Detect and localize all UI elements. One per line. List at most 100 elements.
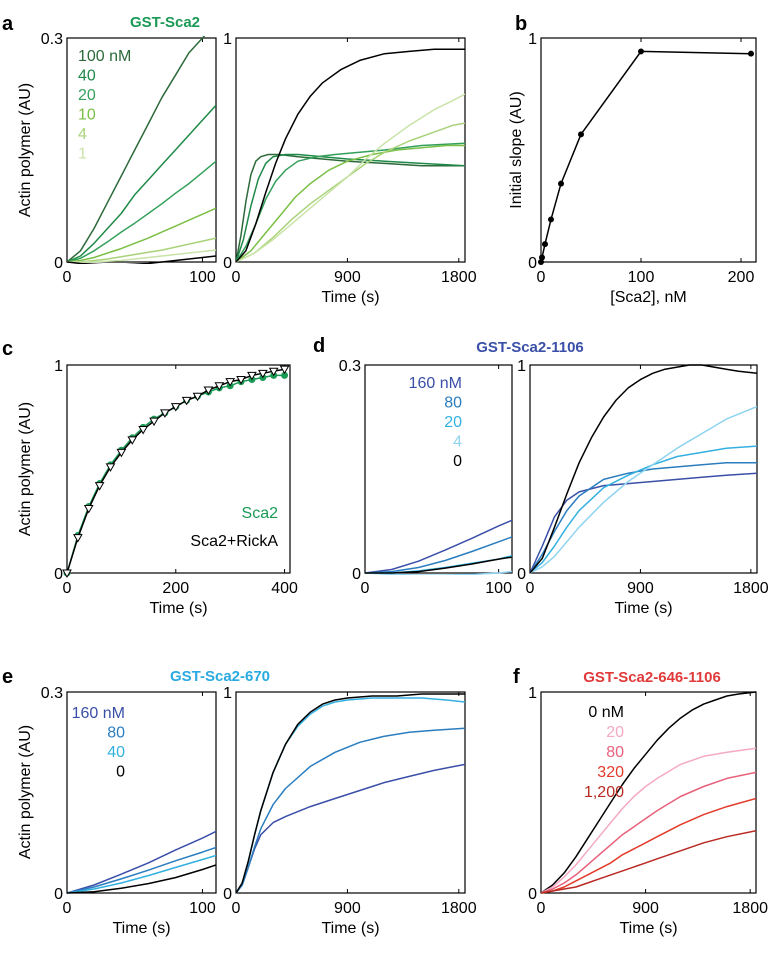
series-line	[236, 697, 465, 894]
legend-label: 0 nM	[588, 704, 624, 721]
legend-label: 40	[78, 68, 96, 85]
data-point	[236, 376, 246, 385]
y-tick-label: 0	[54, 255, 63, 272]
legend-label: 4	[78, 126, 87, 143]
data-point	[539, 254, 545, 261]
legend-label: Sca2	[242, 505, 279, 522]
series-line	[236, 48, 465, 263]
data-point	[73, 534, 83, 543]
x-tick-label: 100	[628, 269, 655, 286]
y-tick-label: 0	[528, 255, 537, 272]
series-line	[67, 160, 216, 263]
series-line	[530, 364, 757, 574]
series-line	[365, 570, 512, 575]
x-tick-label: 0	[232, 900, 241, 917]
y-axis-label: Actin polymer (AU)	[17, 402, 34, 536]
plot-frame	[66, 37, 217, 263]
series-line	[541, 747, 756, 894]
series-line	[530, 472, 757, 574]
data-point	[214, 382, 225, 391]
y-tick-label: 0	[54, 566, 63, 583]
plot-frame	[235, 691, 466, 894]
y-tick-label: 1	[517, 358, 526, 375]
data-point	[578, 131, 584, 138]
y-tick-label: 0	[223, 255, 232, 272]
data-point	[62, 569, 72, 579]
plot-frame	[364, 364, 513, 574]
data-point	[105, 463, 116, 472]
x-axis-label: Time (s)	[112, 920, 170, 937]
series-line	[67, 830, 216, 894]
y-tick-label: 0.3	[41, 685, 63, 702]
plot-frame	[66, 364, 291, 574]
panel-letter: b	[515, 13, 527, 35]
x-tick-label: 900	[334, 269, 361, 286]
series-line	[67, 864, 216, 894]
series-line	[530, 445, 757, 574]
legend-label: 1	[78, 146, 87, 163]
data-point	[116, 448, 127, 458]
y-tick-label: 0	[528, 886, 537, 903]
panel-letter: a	[2, 13, 14, 35]
x-tick-label: 200	[728, 269, 755, 286]
legend-label: 1,200	[584, 784, 624, 801]
data-point	[748, 50, 754, 57]
plot-frame	[66, 691, 217, 894]
series-line	[530, 405, 757, 574]
x-tick-label: 0	[361, 580, 370, 597]
series-line	[67, 255, 216, 264]
data-point	[281, 371, 289, 379]
legend-label: 320	[597, 764, 624, 781]
panel-letter: c	[2, 338, 13, 360]
series-line	[236, 93, 465, 263]
y-tick-label: 1	[223, 31, 232, 48]
y-axis-label: Actin polymer (AU)	[17, 83, 34, 217]
data-point	[192, 392, 203, 402]
y-tick-label: 1	[223, 685, 232, 702]
x-tick-label: 1800	[733, 580, 769, 597]
x-axis-label: [Sca2], nM	[610, 289, 686, 306]
legend-label: 80	[444, 395, 462, 412]
legend-label: 40	[107, 744, 125, 761]
series-line	[67, 846, 216, 894]
data-point	[558, 180, 564, 187]
series-line	[236, 763, 465, 894]
series-line	[67, 207, 216, 263]
panel-title: GST-Sca2-670	[170, 668, 270, 685]
data-point	[538, 259, 544, 265]
plot-frame	[540, 37, 757, 263]
plot-frame	[529, 364, 758, 574]
series-line	[530, 462, 757, 574]
y-axis-label: Actin polymer (AU)	[17, 725, 34, 859]
series-line	[236, 144, 465, 263]
x-axis-label: Time (s)	[149, 600, 207, 617]
y-tick-label: 0.3	[41, 31, 63, 48]
y-tick-label: 1	[528, 31, 537, 48]
x-axis-label: Time (s)	[614, 600, 672, 617]
series-line	[541, 797, 756, 894]
legend-label: 4	[453, 434, 462, 451]
x-tick-label: 900	[632, 900, 659, 917]
series-line	[541, 691, 756, 894]
x-tick-label: 0	[63, 580, 72, 597]
panel-letter: f	[513, 666, 520, 688]
series-line	[541, 771, 756, 894]
data-point	[181, 396, 192, 406]
series-line	[365, 536, 512, 574]
x-tick-label: 0	[63, 900, 72, 917]
series-line	[236, 727, 465, 894]
x-tick-label: 100	[189, 900, 216, 917]
data-point	[94, 482, 105, 491]
y-tick-label: 1	[528, 685, 537, 702]
data-point	[160, 409, 170, 418]
x-tick-label: 900	[627, 580, 654, 597]
data-point	[268, 367, 279, 377]
series-line	[67, 104, 216, 263]
series-line	[236, 693, 465, 894]
data-point	[127, 436, 138, 445]
y-tick-label: 0.3	[339, 358, 361, 375]
x-tick-label: 100	[189, 269, 216, 286]
y-tick-label: 0	[517, 566, 526, 583]
y-tick-label: 0	[54, 886, 63, 903]
legend-label: 160 nM	[72, 705, 125, 722]
